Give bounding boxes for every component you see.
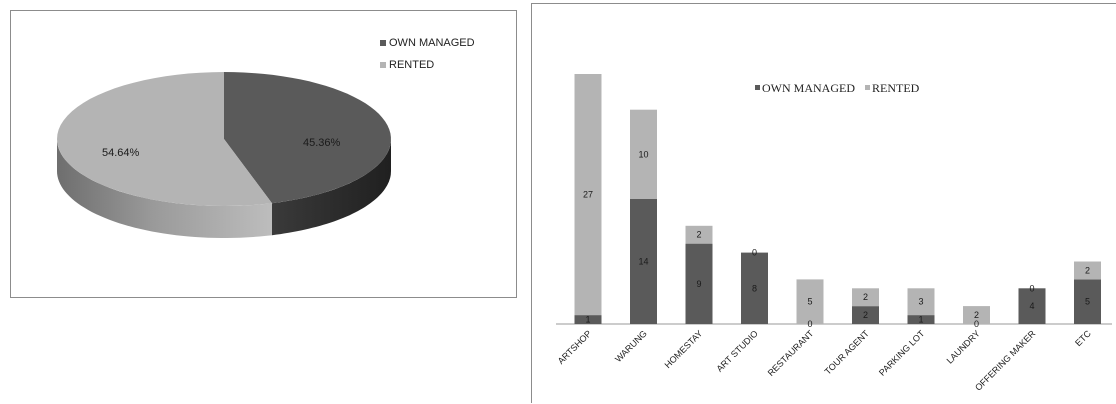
legend-swatch-own <box>380 40 386 46</box>
pie-chart: 45.36% 54.64% OWN MANAGED RENTED <box>57 37 475 238</box>
legend-swatch-rented <box>380 62 386 68</box>
bar-rented <box>963 306 990 324</box>
data-label-rented: 2 <box>696 230 701 240</box>
x-tick-label: ETC <box>1073 328 1093 348</box>
bar-own-managed <box>852 306 879 324</box>
x-tick-label: ART STUDIO <box>715 328 760 373</box>
data-label-rented: 3 <box>918 297 923 307</box>
data-label-own: 1 <box>585 315 590 325</box>
pie-label-rented: 54.64% <box>102 147 140 159</box>
bar-chart-panel: OWN MANAGED RENTED 1 27 14 10 9 2 8 0 0 5 2 2 1 3 0 2 4 0… <box>531 3 1116 403</box>
pie-side-rented <box>57 139 272 238</box>
bar-legend-label-own: OWN MANAGED <box>762 81 855 95</box>
data-label-own: 0 <box>974 319 979 329</box>
x-tick-label: RESTAURANT <box>766 328 816 378</box>
data-label-own: 1 <box>918 315 923 325</box>
data-label-own: 5 <box>1085 297 1090 307</box>
bar-rented <box>685 225 713 244</box>
bar-own-managed <box>1018 288 1046 324</box>
x-tick-label: HOMESTAY <box>663 328 705 370</box>
pie-label-own: 45.36% <box>303 137 341 149</box>
data-label-rented: 5 <box>807 297 812 307</box>
bar-legend: OWN MANAGED RENTED <box>755 81 920 95</box>
data-label-rented: 2 <box>863 292 868 302</box>
data-label-rented: 0 <box>1029 283 1034 293</box>
bar-own-managed <box>741 252 768 324</box>
data-label-own: 0 <box>807 319 812 329</box>
x-tick-label: WARUNG <box>613 328 649 364</box>
bar-legend-swatch-rented <box>865 85 870 90</box>
data-label-own: 9 <box>696 279 701 289</box>
pie-chart-panel: 45.36% 54.64% OWN MANAGED RENTED <box>10 10 517 298</box>
bar-own-managed <box>1074 279 1101 324</box>
bar-rented <box>1074 261 1101 280</box>
bar-own-managed <box>630 199 657 324</box>
bar-legend-label-rented: RENTED <box>872 81 920 95</box>
bar-rented <box>907 288 935 316</box>
pie-slice-own <box>224 72 391 204</box>
bar-legend-swatch-own <box>755 85 760 90</box>
bar-rented <box>852 288 879 307</box>
x-tick-label: TOUR AGENT <box>823 328 872 377</box>
bar-own-managed <box>574 315 602 324</box>
bar-rented <box>796 279 824 324</box>
x-tick-label: ARTSHOP <box>556 328 594 366</box>
pie-slice-rented <box>57 72 272 206</box>
data-label-own: 14 <box>638 257 648 267</box>
x-tick-label: PARKING LOT <box>877 328 927 378</box>
x-tick-label: OFFERING MAKER <box>973 328 1038 393</box>
pie-side-own <box>272 139 391 236</box>
bar-own-managed <box>907 315 935 324</box>
data-label-rented: 0 <box>752 248 757 258</box>
stacked-bar-chart: OWN MANAGED RENTED 127141092800522130240… <box>556 74 1112 393</box>
data-label-rented: 27 <box>583 190 593 200</box>
data-label-own: 2 <box>863 310 868 320</box>
data-label-rented: 10 <box>638 149 648 159</box>
data-label-own: 4 <box>1029 301 1034 311</box>
bar-rented <box>574 74 602 316</box>
data-label-own: 8 <box>752 283 757 293</box>
bar-rented <box>630 109 657 199</box>
data-label-rented: 2 <box>1085 265 1090 275</box>
legend-label-own: OWN MANAGED <box>389 37 475 49</box>
legend-label-rented: RENTED <box>389 59 434 71</box>
bar-own-managed <box>685 243 713 324</box>
data-label-rented: 2 <box>974 310 979 320</box>
x-tick-label: LAUNDRY <box>945 328 982 365</box>
